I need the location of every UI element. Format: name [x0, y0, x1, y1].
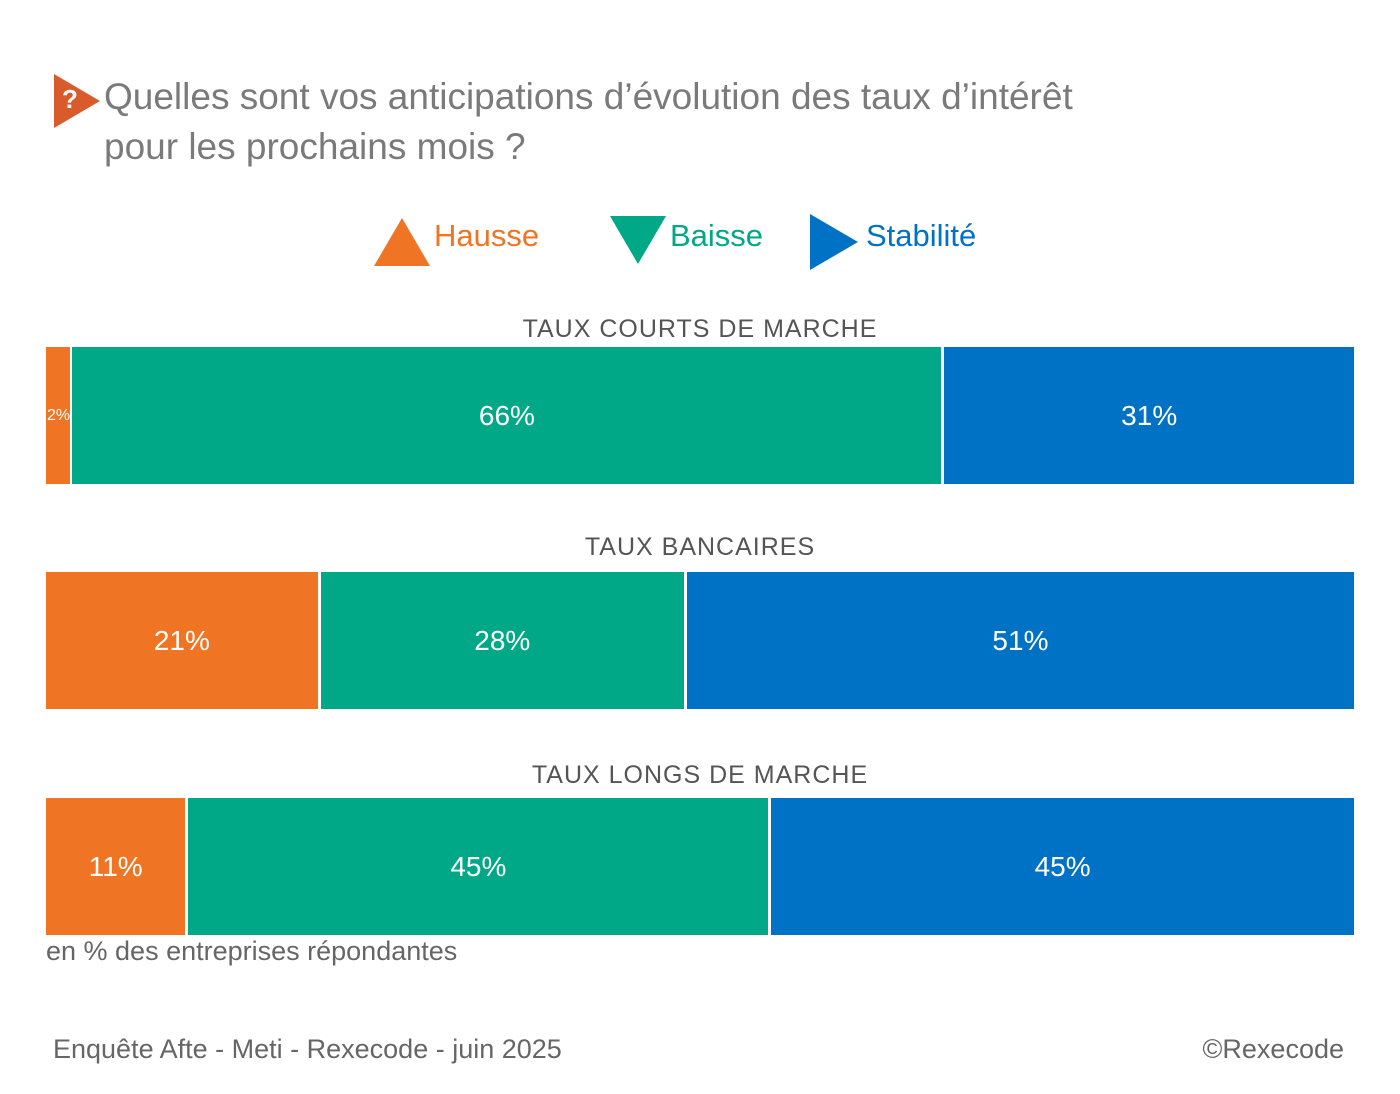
legend-label-baisse: Baisse: [670, 218, 764, 253]
question-mark-icon: ?: [52, 74, 102, 128]
unit-note: en % des entreprises répondantes: [46, 936, 458, 966]
question-mark-glyph: ?: [62, 84, 78, 114]
data-label: 21%: [153, 624, 210, 656]
data-label: 2%: [47, 406, 71, 424]
legend-label-stabilite: Stabilité: [866, 218, 977, 253]
triangle-down-icon: [610, 216, 666, 264]
data-label: 45%: [450, 850, 507, 882]
data-label: 28%: [474, 624, 531, 656]
triangle-up-icon: [374, 218, 430, 266]
data-label: 31%: [1121, 399, 1178, 431]
bar-row-taux-longs: 11% 45% 45%: [46, 798, 1354, 935]
bar-segment-stabilite: 51%: [686, 572, 1354, 709]
bar-segment-hausse: 11%: [46, 798, 186, 935]
legend-label-hausse: Hausse: [434, 218, 540, 253]
source-note: Enquête Afte - Meti - Rexecode - juin 20…: [53, 1034, 562, 1064]
bar-segment-baisse: 66%: [72, 347, 942, 484]
bar-segment-baisse: 28%: [320, 572, 684, 709]
data-label: 51%: [992, 624, 1049, 656]
data-label: 66%: [478, 399, 535, 431]
category-label: TAUX LONGS DE MARCHE: [531, 761, 869, 789]
chart-title: Quelles sont vos anticipations d’évoluti…: [104, 72, 1073, 172]
data-label: 45%: [1034, 850, 1091, 882]
category-label: TAUX BANCAIRES: [584, 533, 816, 561]
bar-row-taux-courts: 2% 66% 31%: [46, 347, 1354, 484]
copyright: ©Rexecode: [1202, 1034, 1344, 1064]
data-label: 11%: [88, 850, 143, 882]
chart-title-line-2: pour les prochains mois ?: [104, 126, 526, 167]
chart-title-line-1: Quelles sont vos anticipations d’évoluti…: [104, 76, 1073, 117]
category-label: TAUX COURTS DE MARCHE: [522, 315, 878, 343]
bar-segment-stabilite: 31%: [944, 347, 1354, 484]
bar-row-taux-bancaires: 21% 28% 51%: [46, 572, 1354, 709]
triangle-right-icon: [810, 214, 858, 270]
bar-segment-hausse: 21%: [46, 572, 318, 709]
bar-segment-baisse: 45%: [188, 798, 769, 935]
bar-segment-stabilite: 45%: [771, 798, 1354, 935]
bar-segment-hausse: 2%: [46, 347, 71, 484]
